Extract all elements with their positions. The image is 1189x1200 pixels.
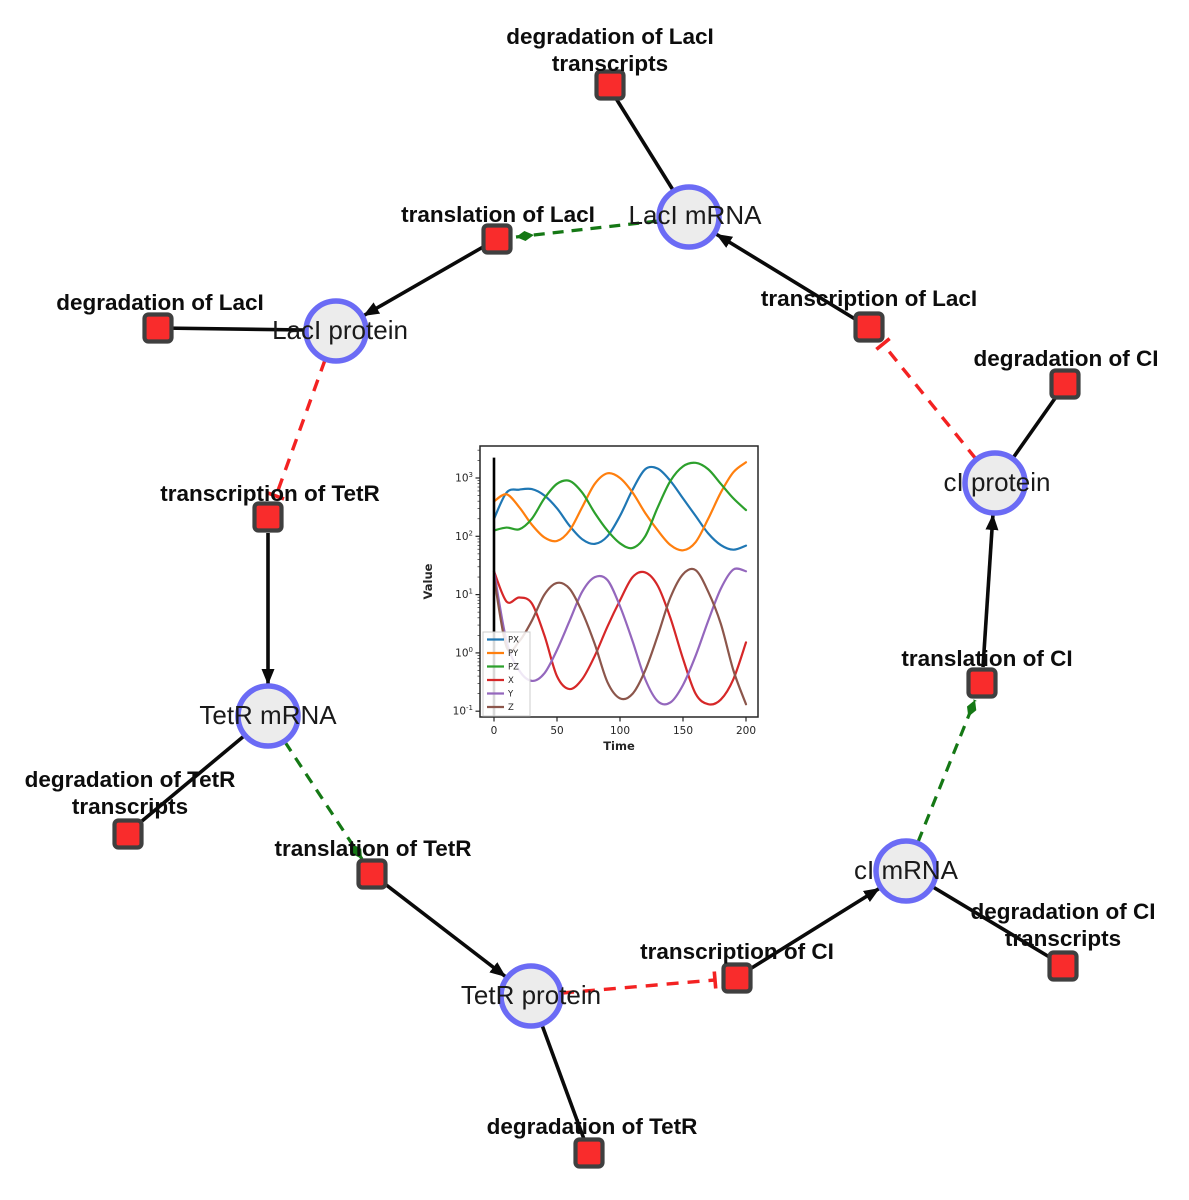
y-tick-label: 103	[455, 471, 473, 485]
species-node-ci-protein	[962, 450, 1028, 516]
inset-legend: PX PY PZ XYZ	[482, 631, 531, 717]
edge-translation-to-laciprotein	[362, 245, 484, 318]
label-layer: degradation of LacI transcripts translat…	[25, 24, 1159, 1139]
edge-cimrna-degradation	[932, 885, 1062, 966]
species-label: LacI mRNA	[629, 200, 763, 230]
legend-entry-PZ: PZ	[508, 663, 519, 673]
series-line-Y	[492, 567, 748, 706]
edge-ciprotein-inhibits-laci-transcription	[875, 337, 978, 461]
inset-series	[492, 457, 748, 717]
legend-entry-X: X	[508, 676, 514, 686]
reaction-node-degradation-ci-transcripts	[1047, 950, 1079, 982]
species-label: TetR protein	[461, 980, 601, 1010]
y-tick-label: 102	[455, 529, 473, 543]
reaction-label: degradation of TetR	[487, 1114, 698, 1139]
reaction-label: degradation of TetR	[25, 767, 236, 792]
reaction-node-transcription-tetr	[252, 501, 284, 533]
reaction-label: degradation of LacI	[56, 290, 264, 315]
reaction-label: degradation of LacI	[506, 24, 714, 49]
edge-tetrmrna-degradation	[128, 734, 246, 833]
species-label: cI protein	[944, 467, 1051, 497]
species-label: LacI protein	[272, 315, 408, 345]
series-line-PY	[492, 461, 748, 552]
species-node-laci-mrna	[656, 184, 722, 250]
species-node-ci-mrna	[873, 838, 939, 904]
edge-laciprotein-inhibits-tetr-transcription	[267, 359, 327, 501]
x-tick-label: 200	[736, 725, 756, 737]
edge-layer	[128, 91, 1065, 1151]
series-line-Z	[492, 567, 748, 706]
edge-translation-to-tetrprotein	[383, 882, 508, 979]
x-tick-label: 0	[491, 725, 498, 737]
series-line-PZ	[492, 461, 748, 550]
legend-entry-PY: PY	[508, 649, 519, 659]
edge-tetrprotein-degradation	[540, 1024, 590, 1151]
edge-transcription-to-lacimrna	[715, 232, 856, 321]
reaction-label: transcripts	[1005, 926, 1121, 951]
reaction-label: transcription of CI	[640, 939, 834, 964]
species-node-laci-protein	[303, 298, 369, 364]
y-tick-label: 101	[455, 588, 473, 602]
edge-translation-to-ciprotein	[981, 513, 999, 668]
x-tick-label: 100	[610, 725, 630, 737]
reaction-label: translation of LacI	[401, 202, 595, 227]
edge-cimrna-catalyzes-translation	[916, 699, 977, 843]
x-tick-label: 50	[550, 725, 563, 737]
y-tick-label: 10-1	[453, 704, 473, 718]
reaction-label: translation of CI	[901, 646, 1072, 671]
y-axis-title: Value	[421, 563, 435, 599]
reaction-label: translation of TetR	[274, 836, 471, 861]
legend-entry-PX: PX	[508, 636, 519, 646]
reaction-node-degradation-ci	[1049, 368, 1081, 400]
reaction-label: transcription of TetR	[160, 481, 380, 506]
reaction-node-degradation-tetr-transcripts	[112, 818, 144, 850]
reaction-node-transcription-laci	[853, 311, 885, 343]
reaction-node-transcription-ci	[721, 962, 753, 994]
species-label: TetR mRNA	[199, 700, 337, 730]
reaction-label: degradation of CI	[971, 899, 1156, 924]
reaction-node-degradation-laci	[142, 312, 174, 344]
x-tick-label: 150	[673, 725, 693, 737]
reaction-label: degradation of CI	[974, 346, 1159, 371]
reaction-label: transcripts	[552, 51, 668, 76]
edge-laciprotein-degradation	[159, 326, 306, 332]
edge-tetrprotein-inhibits-ci-transcription	[561, 971, 718, 995]
reaction-label: transcription of LacI	[761, 286, 977, 311]
reaction-node-degradation-laci-transcripts	[594, 69, 626, 101]
edge-lacimrna-degradation	[610, 91, 675, 191]
node-layer	[112, 69, 1081, 1169]
legend-entry-Y: Y	[507, 690, 514, 700]
reaction-node-translation-ci	[966, 667, 998, 699]
reaction-node-degradation-tetr	[573, 1137, 605, 1169]
species-node-tetr-protein	[498, 963, 564, 1029]
reaction-node-translation-laci	[481, 223, 513, 255]
legend-entry-Z: Z	[508, 703, 514, 713]
y-tick-label: 100	[455, 646, 473, 660]
edge-transcription-to-cimrna	[749, 886, 881, 971]
reaction-label: transcripts	[72, 794, 188, 819]
species-label: cI mRNA	[854, 855, 959, 885]
reaction-node-translation-tetr	[356, 858, 388, 890]
edge-lacimrna-catalyzes-translation	[515, 219, 659, 241]
x-axis-title: Time	[603, 739, 635, 753]
edge-tetrmrna-catalyzes-translation	[283, 741, 364, 860]
species-node-tetr-mrna	[235, 683, 301, 749]
